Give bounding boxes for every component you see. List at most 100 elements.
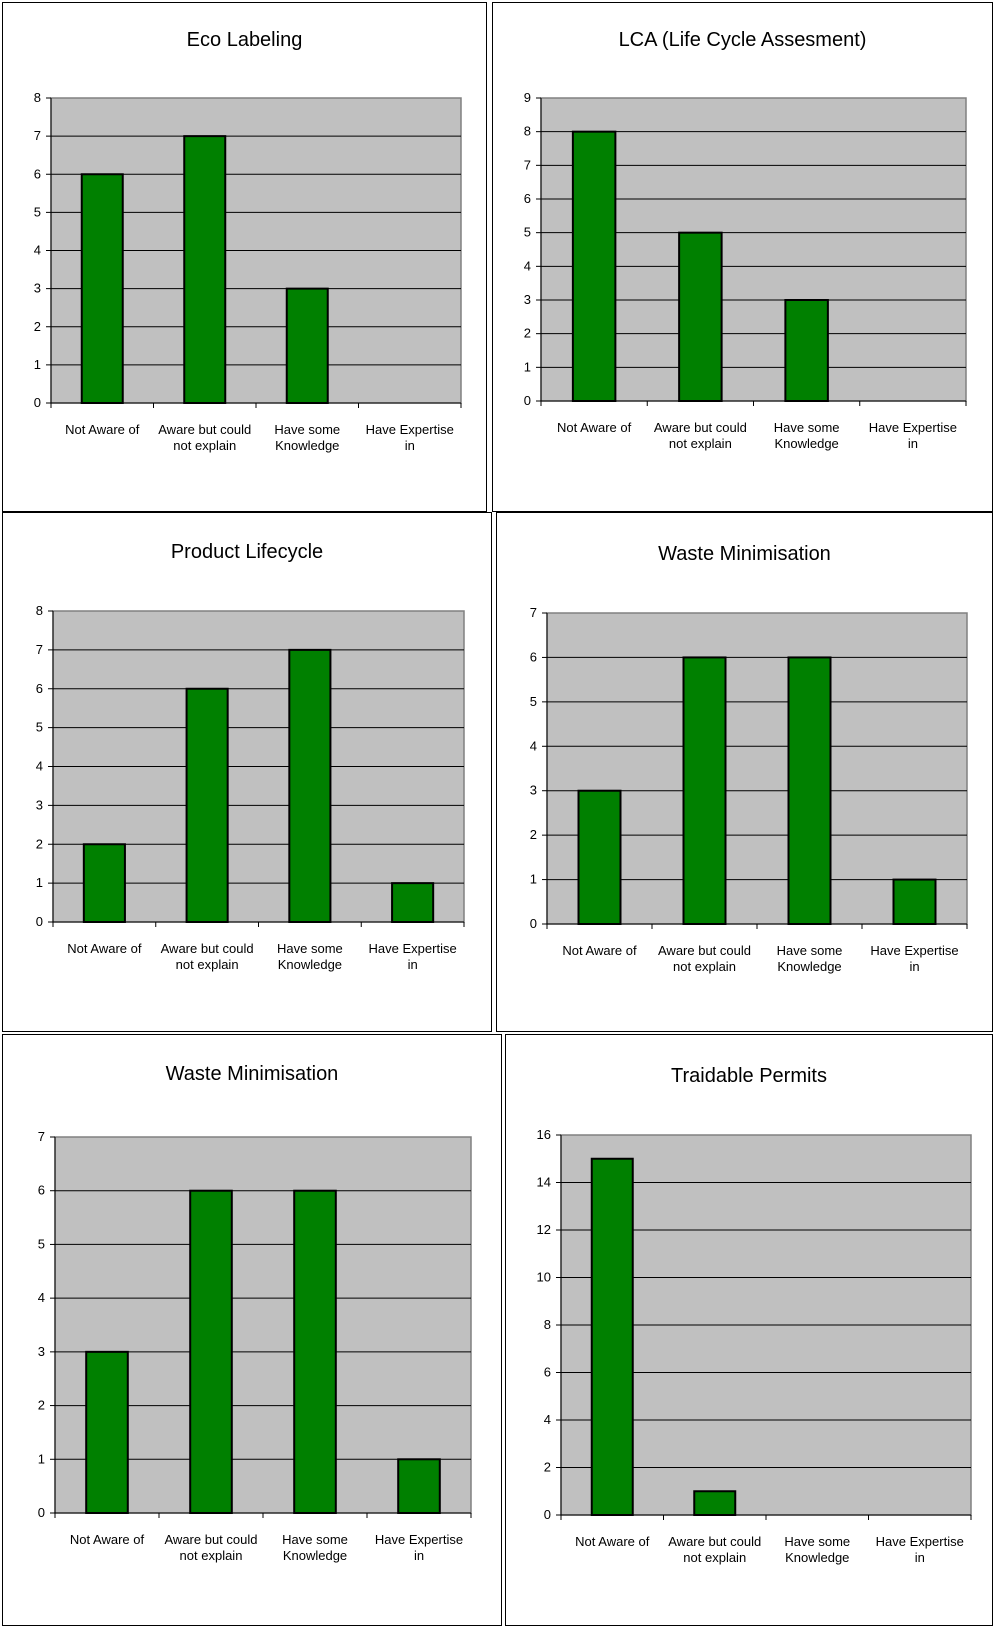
y-tick-label: 7: [530, 605, 537, 620]
x-tick-label: Aware but could: [161, 941, 254, 956]
x-tick-label: Knowledge: [278, 957, 342, 972]
bar-chart: 0 1 2 3 4 5 6 7 8 9 Not Aware of Aware but couldnot…: [524, 90, 967, 451]
y-tick-label: 1: [38, 1451, 45, 1466]
y-tick-label: 7: [524, 157, 531, 172]
y-tick-label: 8: [36, 603, 43, 618]
y-tick-label: 0: [530, 916, 537, 931]
y-tick-label: 5: [34, 204, 41, 219]
bar: [397, 1458, 441, 1514]
x-tick-label: not explain: [173, 438, 236, 453]
y-tick-label: 10: [537, 1270, 551, 1285]
x-tick-label: Aware but could: [668, 1534, 761, 1549]
x-tick-label: Aware but could: [658, 943, 751, 958]
y-tick-label: 6: [38, 1183, 45, 1198]
y-tick-label: 0: [524, 393, 531, 408]
chart-title: LCA (Life Cycle Assesment): [618, 29, 867, 51]
y-tick-label: 7: [34, 128, 41, 143]
y-tick-label: 1: [530, 872, 537, 887]
y-tick-label: 4: [544, 1412, 551, 1427]
bar: [784, 299, 829, 402]
x-tick-label: Have some: [282, 1532, 348, 1547]
y-tick-label: 0: [544, 1507, 551, 1522]
chart-panel: Waste Minimisation 0 1 2 3 4 5 6 7 Not Aware of Aw…: [496, 512, 993, 1032]
x-tick-label: in: [915, 1550, 925, 1565]
x-tick-label: Knowledge: [774, 436, 838, 451]
x-tick-label: Knowledge: [777, 959, 841, 974]
x-tick-label: Have some: [277, 941, 343, 956]
x-tick-label: Not Aware of: [67, 941, 142, 956]
x-tick-label: in: [408, 957, 418, 972]
y-tick-label: 1: [36, 875, 43, 890]
y-tick-label: 4: [524, 258, 531, 273]
y-tick-label: 3: [524, 292, 531, 307]
y-tick-label: 5: [530, 694, 537, 709]
bar: [80, 173, 124, 404]
x-tick-label: Aware but could: [165, 1532, 258, 1547]
y-tick-label: 8: [34, 90, 41, 105]
y-tick-label: 2: [38, 1398, 45, 1413]
x-tick-label: Knowledge: [283, 1548, 347, 1563]
bar: [678, 231, 723, 402]
bar: [693, 1490, 737, 1516]
chart-panel: Traidable Permits 0 2 4 6 8 10 12 14 16 Not Aware …: [505, 1034, 993, 1626]
chart-title: Waste Minimisation: [658, 543, 831, 565]
x-tick-label: Aware but could: [654, 420, 747, 435]
y-tick-label: 16: [537, 1127, 551, 1142]
bar: [577, 789, 622, 926]
y-tick-label: 1: [524, 359, 531, 374]
bar: [85, 1350, 129, 1514]
y-tick-label: 7: [38, 1129, 45, 1144]
x-tick-label: not explain: [669, 436, 732, 451]
x-tick-label: Have Expertise: [366, 422, 454, 437]
y-tick-label: 5: [38, 1236, 45, 1251]
y-tick-label: 7: [36, 642, 43, 657]
x-tick-label: not explain: [176, 957, 239, 972]
y-tick-label: 2: [544, 1460, 551, 1475]
x-tick-label: not explain: [180, 1548, 243, 1563]
y-tick-label: 8: [524, 124, 531, 139]
y-tick-label: 3: [530, 783, 537, 798]
bar: [571, 130, 617, 403]
chart-panel: LCA (Life Cycle Assesment) 0 1 2 3 4 5 6 7 8 9 Not …: [492, 2, 993, 512]
x-tick-label: Have some: [274, 422, 340, 437]
x-tick-label: Knowledge: [785, 1550, 849, 1565]
y-tick-label: 2: [36, 836, 43, 851]
y-tick-label: 5: [36, 720, 43, 735]
x-tick-label: not explain: [673, 959, 736, 974]
y-tick-label: 4: [38, 1290, 45, 1305]
chart-title: Waste Minimisation: [165, 1063, 339, 1085]
bar: [682, 656, 727, 926]
x-tick-label: not explain: [683, 1550, 746, 1565]
bar: [391, 882, 435, 923]
y-tick-label: 3: [34, 281, 41, 296]
x-tick-label: Have Expertise: [870, 943, 958, 958]
x-tick-label: Have some: [774, 420, 840, 435]
bar-chart: 0 1 2 3 4 5 6 7 8 Not Aware of Aware but couldnot …: [34, 90, 462, 453]
x-tick-label: Have some: [777, 943, 843, 958]
bar: [189, 1189, 233, 1514]
bar: [183, 135, 227, 404]
y-tick-label: 4: [36, 759, 43, 774]
y-tick-label: 6: [36, 681, 43, 696]
y-tick-label: 3: [36, 797, 43, 812]
bar: [293, 1189, 337, 1514]
y-tick-label: 2: [530, 827, 537, 842]
bar: [892, 878, 937, 926]
bar-chart: 0 1 2 3 4 5 6 7 8 Not Aware of Aware but couldnot …: [36, 603, 465, 972]
x-tick-label: Not Aware of: [557, 420, 632, 435]
x-tick-label: Not Aware of: [70, 1532, 145, 1547]
y-tick-label: 0: [34, 395, 41, 410]
y-tick-label: 6: [544, 1365, 551, 1380]
y-tick-label: 6: [530, 649, 537, 664]
x-tick-label: Not Aware of: [562, 943, 637, 958]
chart-panel: Eco Labeling 0 1 2 3 4 5 6 7 8 Not Aware of Aware b…: [2, 2, 487, 512]
x-tick-label: in: [909, 959, 919, 974]
x-tick-label: in: [405, 438, 415, 453]
bar: [590, 1157, 634, 1516]
x-tick-label: in: [908, 436, 918, 451]
y-tick-label: 3: [38, 1344, 45, 1359]
y-tick-label: 12: [537, 1222, 551, 1237]
y-tick-label: 6: [34, 166, 41, 181]
y-tick-label: 4: [530, 738, 537, 753]
x-tick-label: Knowledge: [275, 438, 339, 453]
